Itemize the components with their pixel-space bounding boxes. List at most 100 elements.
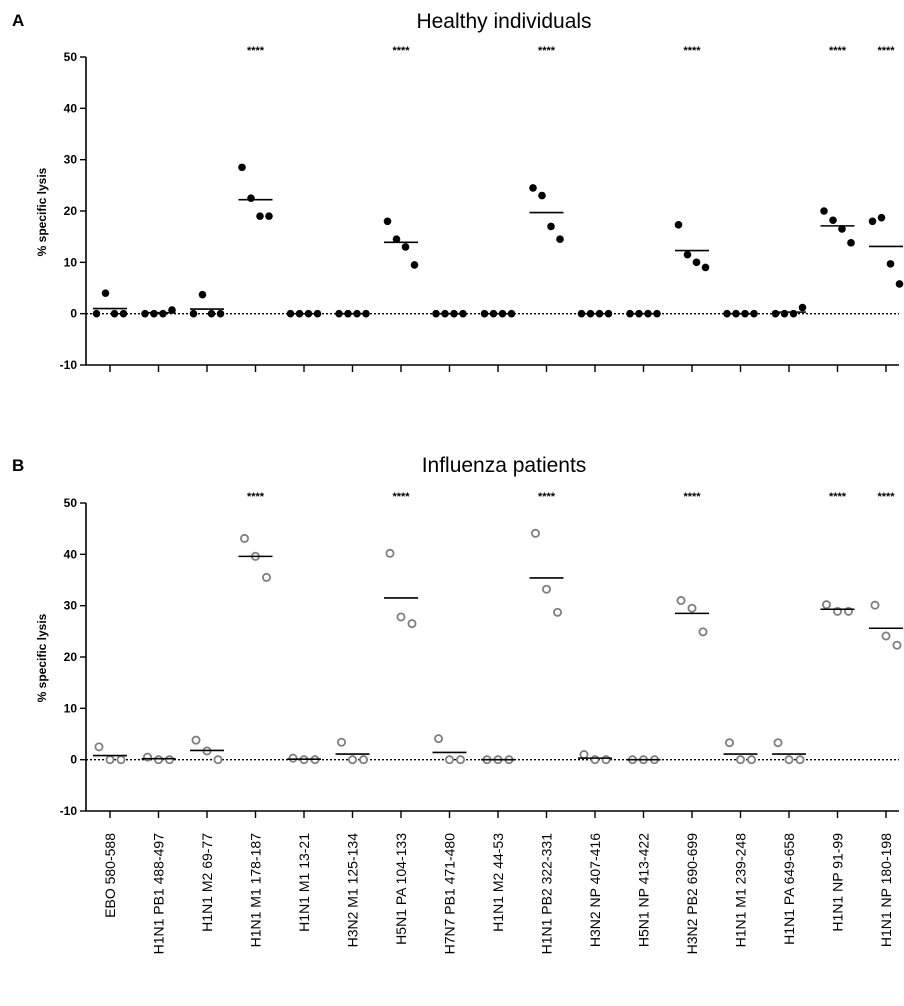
panel-a-y-tick-label: 10 — [64, 255, 78, 269]
x-tick-label: H1N1 M1 13-21 — [296, 833, 312, 932]
panel-b-data-point — [676, 596, 686, 606]
panel-b-data-point — [553, 607, 563, 617]
panel-a-data-point — [701, 263, 710, 272]
panel-a-data-point — [198, 290, 207, 299]
panel-b-data-point — [239, 533, 249, 543]
panel-a-data-point — [547, 222, 555, 231]
panel-b-data-point — [191, 735, 201, 745]
panel-b-data-point — [784, 755, 794, 765]
x-tick-label: EBO 580-588 — [102, 833, 118, 918]
panel-a-data-point — [886, 260, 895, 268]
panel-b-data-point — [347, 755, 357, 765]
panel-b-y-tick-label: -10 — [60, 804, 78, 818]
panel-b-data-point — [870, 600, 880, 610]
panel-b-data-point — [142, 752, 152, 762]
panel-a-data-point — [383, 217, 392, 226]
panel-a-y-tick-label: 30 — [64, 153, 78, 167]
panel-b-data-point — [105, 755, 115, 765]
panel-a-data-point — [189, 309, 198, 318]
panel-a-significance-label: **** — [538, 45, 556, 57]
x-tick-label: H1N1 M2 44-53 — [490, 833, 506, 932]
panel-a-data-point — [141, 309, 149, 318]
x-tick-label: H3N2 PB2 690-699 — [684, 833, 700, 955]
panel-a-data-point — [401, 243, 410, 251]
panel-a-data-point — [92, 309, 101, 318]
panel-a-data-point — [265, 212, 273, 220]
panel-a-data-point — [238, 163, 246, 172]
x-tick-label: H1N1 M2 69-77 — [199, 833, 215, 932]
panel-b-data-point — [795, 755, 805, 765]
panel-a-data-point — [101, 289, 110, 297]
panel-b-significance-label: **** — [392, 491, 410, 503]
panel-b-title: Influenza patients — [422, 454, 587, 477]
panel-a-data-point — [119, 309, 128, 318]
panel-a-data-point — [868, 217, 877, 226]
panel-a-data-point — [847, 239, 855, 247]
panel-b-data-point — [579, 750, 589, 760]
panel-a-data-point — [771, 309, 780, 318]
panel-b-data-point — [444, 755, 454, 765]
panel-a-significance-label: **** — [683, 45, 701, 57]
panel-a-data-point — [683, 250, 692, 259]
x-tick-label: H1N1 M1 178-187 — [248, 833, 264, 948]
panel-a-data-point — [216, 309, 225, 318]
panel-a-data-point — [556, 235, 564, 244]
panel-a-y-tick-label: 50 — [64, 50, 78, 64]
panel-a-data-point — [829, 216, 837, 225]
panel-a-y-tick-label: 0 — [70, 307, 77, 321]
panel-a-y-tick-label: 40 — [64, 101, 78, 115]
panel-b-letter: B — [12, 456, 24, 475]
panel-b-data-point — [407, 619, 417, 629]
panel-a-data-point — [820, 207, 828, 215]
panel-b-data-point — [261, 572, 271, 582]
panel-a-data-point — [159, 309, 167, 318]
panel-b-significance-label: **** — [538, 491, 556, 503]
panel-b-y-tick-label: 0 — [70, 753, 77, 767]
panel-b-data-point — [542, 584, 552, 594]
panel-b-data-point — [822, 600, 832, 610]
panel-b-y-tick-label: 50 — [64, 496, 78, 510]
panel-a-data-point — [538, 191, 546, 200]
panel-a-y-tick-label: -10 — [60, 358, 78, 372]
panel-b-data-point — [336, 737, 346, 747]
panel-a-letter: A — [12, 11, 24, 30]
x-tick-label: H1N1 PB1 488-497 — [151, 833, 167, 955]
x-tick-label: H3N2 NP 407-416 — [587, 833, 603, 947]
panel-b-y-axis-label: % specific lysis — [35, 613, 49, 702]
panel-a-data-point — [392, 235, 401, 244]
panel-a-data-point — [150, 309, 158, 318]
panel-a-title: Healthy individuals — [416, 10, 591, 33]
panel-a-data-point — [247, 194, 255, 202]
panel-b-data-point — [590, 755, 600, 765]
panel-a-data-point — [207, 309, 216, 318]
panel-b-significance-label: **** — [247, 491, 265, 503]
panel-b-data-point — [116, 755, 126, 765]
panel-b-data-point — [531, 528, 541, 538]
panel-b-data-point — [396, 612, 406, 622]
panel-a-data-point — [529, 184, 537, 192]
panel-a-data-point — [838, 225, 846, 233]
panel-b-data-point — [747, 755, 757, 765]
panel-b-data-point — [433, 734, 443, 744]
panel-b-significance-label: **** — [877, 491, 895, 503]
x-tick-label: H1N1 PA 649-658 — [781, 833, 797, 945]
panel-a-y-axis-label: % specific lysis — [35, 167, 49, 256]
panel-b-data-point — [94, 742, 104, 752]
panel-a-y-tick-label: 20 — [64, 204, 78, 218]
panel-b-data-point — [153, 755, 163, 765]
panel-b-data-point — [601, 755, 611, 765]
panel-a-data-point — [692, 258, 701, 267]
panel-b-data-point — [698, 627, 708, 637]
panel-a-data-point — [256, 212, 264, 220]
panel-b-data-point — [288, 753, 298, 763]
panel-b-y-tick-label: 30 — [64, 599, 78, 613]
x-tick-label: H5N1 NP 413-422 — [636, 833, 652, 947]
panel-b-data-point — [385, 548, 395, 558]
x-tick-label: H1N1 NP 91-99 — [830, 833, 846, 932]
panel-b-data-point — [773, 738, 783, 748]
panel-a-significance-label: **** — [829, 45, 847, 57]
panel-b-y-tick-label: 20 — [64, 650, 78, 664]
panel-b-data-point — [687, 603, 697, 613]
panel-a-data-point — [895, 280, 904, 288]
